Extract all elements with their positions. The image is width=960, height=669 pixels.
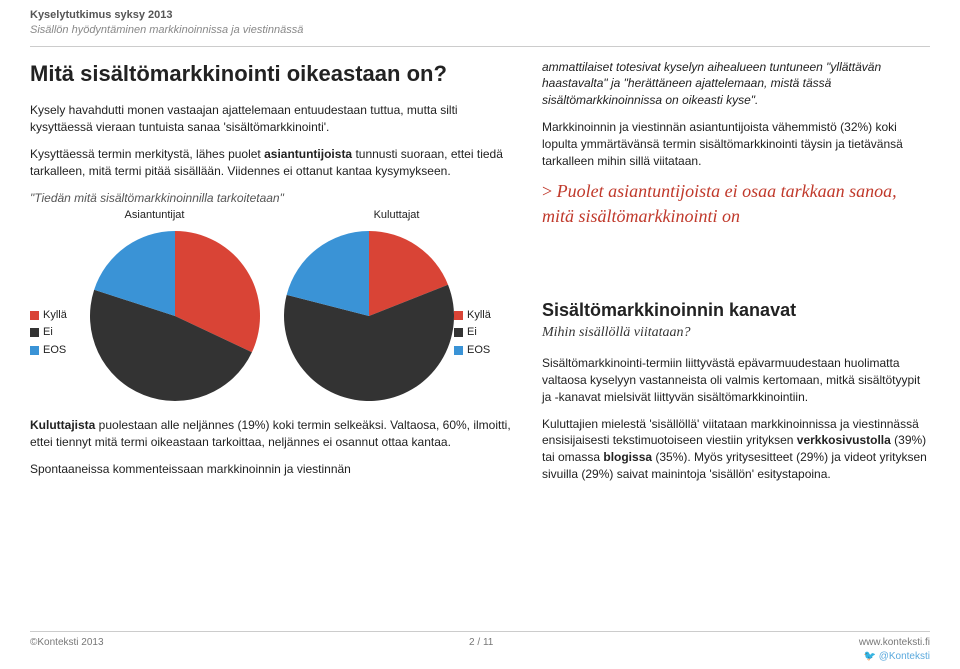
legend-left: KylläEiEOS [30,227,90,360]
right-para-4: Kuluttajien mielestä 'sisällöllä' viitat… [542,416,930,483]
legend-label: Kyllä [43,307,67,325]
pullquote: > Puolet asiantuntijoista ei osaa tarkka… [542,179,930,228]
chart-title: "Tiedän mitä sisältömarkkinoinnilla tark… [30,190,514,206]
legend-swatch [30,311,39,320]
legend-item: Kyllä [454,307,514,325]
left-para-2: Kysyttäessä termin merkitystä, lähes puo… [30,146,514,180]
left-para-3: Kuluttajista puolestaan alle neljännes (… [30,417,514,451]
main-content: Mitä sisältömarkkinointi oikeastaan on? … [0,59,960,493]
legend-right: KylläEiEOS [454,227,514,360]
right-column: ammattilaiset totesivat kyselyn aihealue… [542,59,930,493]
header-line-2: Sisällön hyödyntäminen markkinoinnissa j… [30,23,930,38]
header-line-1: Kyselytutkimus syksy 2013 [30,8,930,23]
left-para-4: Spontaaneissa kommenteissaan markkinoinn… [30,461,514,478]
pie-charts [90,231,454,406]
legend-item: Ei [30,324,90,342]
footer-copyright: ©Konteksti 2013 [30,636,104,663]
chart-label-left: Asiantuntijat [125,208,185,223]
legend-label: Kyllä [467,307,491,325]
legend-label: Ei [467,324,477,342]
twitter-icon: 🐦 [863,651,878,662]
pie-asiantuntijat [90,231,260,406]
legend-swatch [454,311,463,320]
right-para-3: Sisältömarkkinointi-termiin liittyvästä … [542,355,930,405]
page-footer: ©Konteksti 2013 2 / 11 www.konteksti.fi … [30,631,930,663]
legend-item: EOS [30,342,90,360]
chart-label-right: Kuluttajat [374,208,420,223]
legend-item: Ei [454,324,514,342]
legend-swatch [30,328,39,337]
legend-swatch [454,328,463,337]
left-para-1: Kysely havahdutti monen vastaajan ajatte… [30,102,514,136]
page-title: Mitä sisältömarkkinointi oikeastaan on? [30,59,514,89]
legend-swatch [454,346,463,355]
footer-site: www.konteksti.fi [859,637,930,648]
header-divider [30,46,930,47]
report-header: Kyselytutkimus syksy 2013 Sisällön hyödy… [0,0,960,42]
pie-kuluttajat [284,231,454,406]
right-para-2: Markkinoinnin ja viestinnän asiantuntijo… [542,119,930,169]
chart-row: KylläEiEOS KylläEiEOS [30,227,514,406]
footer-twitter: 🐦 @Konteksti [863,651,930,662]
right-para-1: ammattilaiset totesivat kyselyn aihealue… [542,59,930,109]
legend-item: Kyllä [30,307,90,325]
footer-links: www.konteksti.fi 🐦 @Konteksti [859,636,930,663]
legend-swatch [30,346,39,355]
legend-item: EOS [454,342,514,360]
legend-label: EOS [467,342,490,360]
legend-label: EOS [43,342,66,360]
section-subtitle: Mihin sisällöllä viitataan? [542,324,930,343]
pullquote-marker: > [542,181,557,201]
left-column: Mitä sisältömarkkinointi oikeastaan on? … [30,59,514,493]
section-title: Sisältömarkkinoinnin kanavat [542,298,930,322]
chart-axis-labels: Asiantuntijat Kuluttajat [30,208,514,223]
footer-page-number: 2 / 11 [469,636,493,663]
legend-label: Ei [43,324,53,342]
